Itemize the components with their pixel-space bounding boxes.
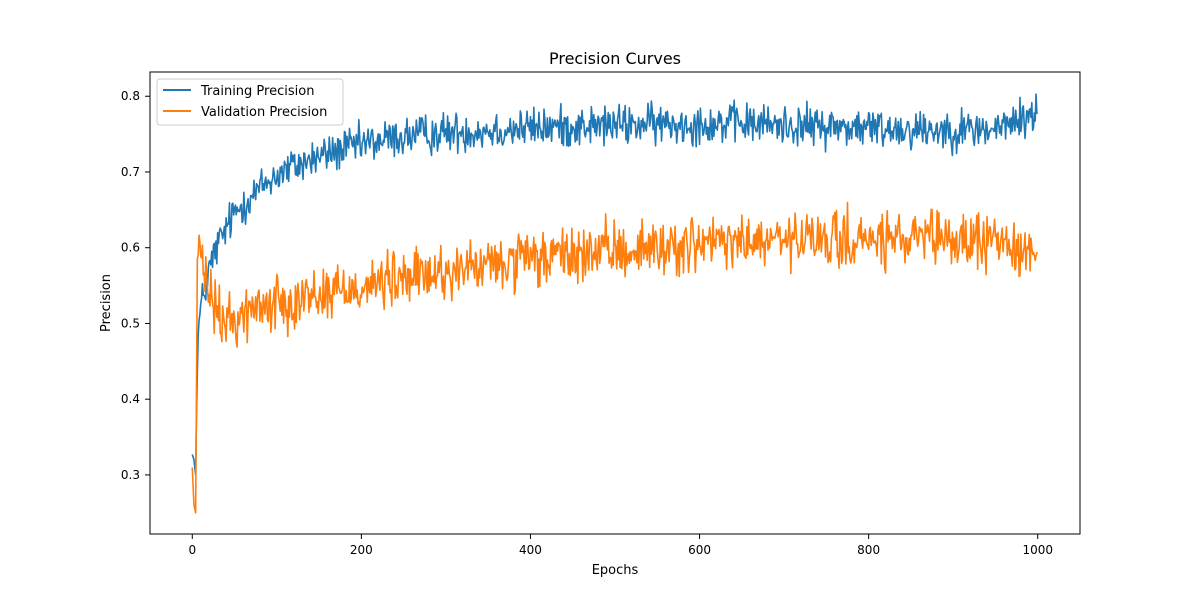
x-tick-label: 1000 (1022, 543, 1053, 557)
legend: Training Precision Validation Precision (156, 78, 344, 126)
x-tick-label: 0 (188, 543, 196, 557)
y-tick-label: 0.3 (121, 468, 140, 482)
legend-training-label: Training Precision (200, 84, 314, 99)
x-tick-label: 400 (519, 543, 542, 557)
x-tick-label: 600 (688, 543, 711, 557)
x-axis-ticks: 0 200 400 600 800 1000 (188, 534, 1053, 557)
chart-title: Precision Curves (549, 49, 681, 68)
legend-validation-label: Validation Precision (201, 105, 327, 120)
axes-frame (149, 71, 1081, 535)
y-tick-label: 0.4 (121, 392, 140, 406)
plot-area: 0 200 400 600 800 1000 0.3 0.4 0.5 0.6 0.7 0.8 (121, 71, 1081, 557)
series-line-training (191, 93, 1039, 476)
y-axis-label: Precision (99, 274, 114, 332)
y-axis-ticks: 0.3 0.4 0.5 0.6 0.7 0.8 (121, 89, 150, 482)
y-tick-label: 0.5 (121, 316, 140, 330)
y-tick-label: 0.7 (121, 165, 140, 179)
x-tick-label: 800 (857, 543, 880, 557)
x-axis-label: Epochs (592, 563, 639, 578)
y-tick-label: 0.6 (121, 241, 140, 255)
x-tick-label: 200 (350, 543, 373, 557)
series-line-validation (191, 201, 1038, 514)
series-lines (191, 93, 1039, 514)
legend-box (156, 78, 344, 126)
y-tick-label: 0.8 (121, 89, 140, 103)
